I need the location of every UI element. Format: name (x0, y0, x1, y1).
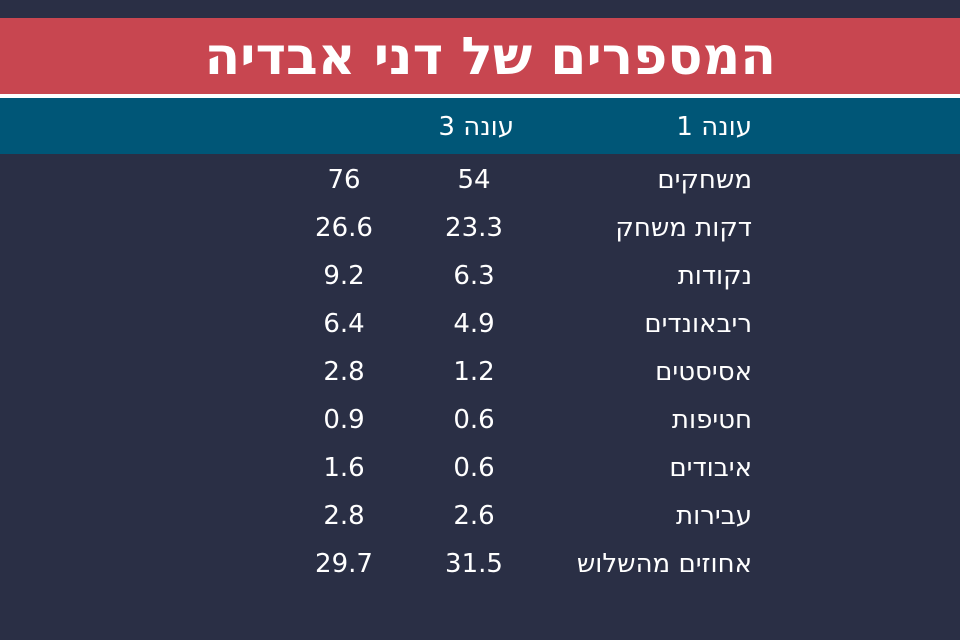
row-stat-label: ריבאונדים (644, 309, 752, 339)
table-row: עבירות 2.6 2.8 (0, 492, 960, 540)
row-stat-label: עבירות (676, 501, 752, 531)
row-value-season1: 26.6 (315, 213, 373, 243)
title-bar: המספרים של דני אבדיה (0, 18, 960, 94)
table-row: חטיפות 0.6 0.9 (0, 396, 960, 444)
row-value-season3: 4.9 (453, 309, 495, 339)
row-stat-label: משחקים (657, 165, 752, 195)
row-value-season1: 2.8 (323, 501, 365, 531)
table-row: דקות משחק 23.3 26.6 (0, 204, 960, 252)
table-row: נקודות 6.3 9.2 (0, 252, 960, 300)
row-value-season3: 0.6 (453, 453, 495, 483)
row-stat-label: איבודים (669, 453, 752, 483)
row-stat-label: נקודות (677, 261, 752, 291)
table-row: משחקים 54 76 (0, 156, 960, 204)
row-value-season3: 0.6 (453, 405, 495, 435)
row-value-season3: 6.3 (453, 261, 495, 291)
row-stat-label: אסיסטים (655, 357, 752, 387)
row-value-season1: 29.7 (315, 549, 373, 579)
row-stat-label: דקות משחק (615, 213, 752, 243)
row-value-season3: 54 (457, 165, 491, 195)
row-stat-label: אחוזים מהשלוש (576, 549, 752, 579)
column-header-season1: עונה 1 (676, 112, 752, 142)
row-value-season3: 23.3 (445, 213, 503, 243)
row-value-season1: 0.9 (323, 405, 365, 435)
column-header-bar: עונה 1 עונה 3 (0, 98, 960, 154)
table-row: אחוזים מהשלוש 31.5 29.7 (0, 540, 960, 588)
row-stat-label: חטיפות (671, 405, 752, 435)
row-value-season3: 1.2 (453, 357, 495, 387)
row-value-season1: 9.2 (323, 261, 365, 291)
row-value-season1: 76 (327, 165, 361, 195)
table-row: ריבאונדים 4.9 6.4 (0, 300, 960, 348)
table-row: אסיסטים 1.2 2.8 (0, 348, 960, 396)
row-value-season3: 31.5 (445, 549, 503, 579)
row-value-season1: 6.4 (323, 309, 365, 339)
page-title: המספרים של דני אבדיה (204, 27, 776, 87)
row-value-season1: 1.6 (323, 453, 365, 483)
row-value-season1: 2.8 (323, 357, 365, 387)
column-header-season3: עונה 3 (438, 112, 514, 142)
title-divider (0, 94, 960, 98)
row-value-season3: 2.6 (453, 501, 495, 531)
table-row: איבודים 0.6 1.6 (0, 444, 960, 492)
